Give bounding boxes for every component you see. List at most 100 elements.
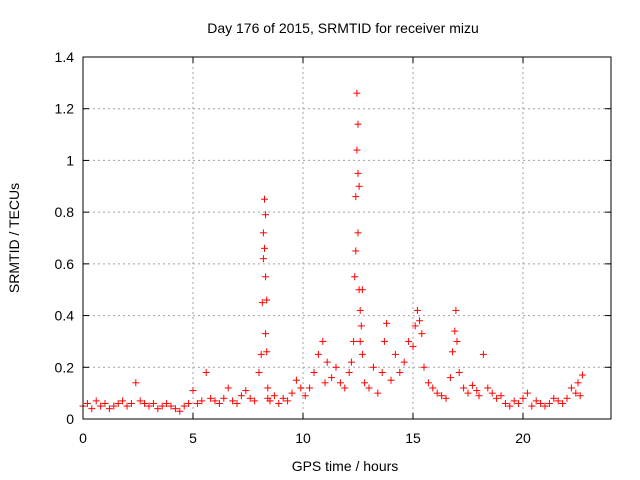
data-point: [332, 363, 340, 371]
data-point: [501, 399, 509, 407]
data-point: [572, 389, 580, 397]
data-point: [354, 120, 362, 128]
data-point: [353, 89, 361, 97]
y-tick-label: 0: [66, 411, 74, 427]
data-point: [532, 397, 540, 405]
data-point: [233, 399, 241, 407]
data-point: [262, 211, 270, 219]
x-tick-label: 20: [515, 430, 531, 446]
y-tick-label: 1: [66, 152, 74, 168]
axis-ticks: [82, 56, 611, 420]
data-point: [365, 384, 373, 392]
data-point: [455, 368, 463, 376]
data-point: [350, 337, 358, 345]
plot-frame: [82, 56, 612, 420]
data-points: [79, 89, 586, 415]
x-axis-label: GPS time / hours: [292, 458, 399, 474]
data-point: [554, 397, 562, 405]
data-point: [141, 399, 149, 407]
data-point: [266, 397, 274, 405]
data-point: [263, 348, 271, 356]
data-point: [438, 392, 446, 400]
data-point: [354, 169, 362, 177]
data-point: [321, 379, 329, 387]
data-point: [119, 397, 127, 405]
data-point: [479, 350, 487, 358]
data-point: [358, 350, 366, 358]
data-point: [198, 397, 206, 405]
data-point: [352, 247, 360, 255]
data-point: [92, 397, 100, 405]
data-point: [319, 337, 327, 345]
data-point: [409, 343, 417, 351]
data-point: [258, 299, 266, 307]
data-point: [211, 397, 219, 405]
data-point: [145, 402, 153, 410]
data-point: [207, 394, 215, 402]
data-point: [358, 286, 366, 294]
data-point: [251, 397, 259, 405]
data-point: [488, 389, 496, 397]
data-point: [451, 327, 459, 335]
x-tick-label: 5: [189, 430, 197, 446]
y-tick-label: 0.2: [55, 359, 75, 375]
data-point: [446, 374, 454, 382]
data-point: [193, 399, 201, 407]
data-point: [284, 397, 292, 405]
data-point: [574, 379, 582, 387]
data-point: [171, 405, 179, 413]
data-point: [220, 394, 228, 402]
data-point: [262, 330, 270, 338]
data-point: [224, 384, 232, 392]
data-point: [519, 394, 527, 402]
data-point: [88, 405, 96, 413]
data-point: [83, 399, 91, 407]
data-point: [262, 273, 270, 281]
y-tick-label: 1.4: [55, 49, 75, 65]
data-point: [270, 392, 278, 400]
data-point: [405, 337, 413, 345]
data-point: [279, 394, 287, 402]
data-point: [515, 399, 523, 407]
data-point: [537, 399, 545, 407]
data-point: [576, 392, 584, 400]
data-point: [167, 402, 175, 410]
data-point: [345, 368, 353, 376]
data-point: [259, 255, 267, 263]
data-point: [391, 350, 399, 358]
data-point: [123, 402, 131, 410]
data-point: [418, 330, 426, 338]
data-point: [292, 376, 300, 384]
data-point: [545, 399, 553, 407]
data-point: [229, 397, 237, 405]
data-point: [101, 399, 109, 407]
data-point: [433, 389, 441, 397]
data-point: [158, 402, 166, 410]
data-point: [387, 376, 395, 384]
data-point: [523, 389, 531, 397]
data-point: [263, 296, 271, 304]
data-point: [347, 358, 355, 366]
data-point: [255, 368, 263, 376]
data-point: [383, 319, 391, 327]
data-point: [429, 384, 437, 392]
data-point: [411, 322, 419, 330]
data-point: [578, 371, 586, 379]
data-point: [180, 402, 188, 410]
data-point: [242, 387, 250, 395]
data-point: [400, 358, 408, 366]
y-tick-label: 1.2: [55, 101, 75, 117]
data-point: [460, 384, 468, 392]
data-point: [442, 394, 450, 402]
data-point: [452, 306, 460, 314]
data-point: [237, 392, 245, 400]
data-point: [453, 337, 461, 345]
y-tick-label: 0.8: [55, 204, 75, 220]
data-point: [353, 146, 361, 154]
data-point: [306, 384, 314, 392]
data-point: [354, 229, 362, 237]
data-point: [261, 244, 268, 252]
data-point: [473, 387, 481, 395]
data-point: [378, 368, 386, 376]
data-point: [297, 384, 305, 392]
